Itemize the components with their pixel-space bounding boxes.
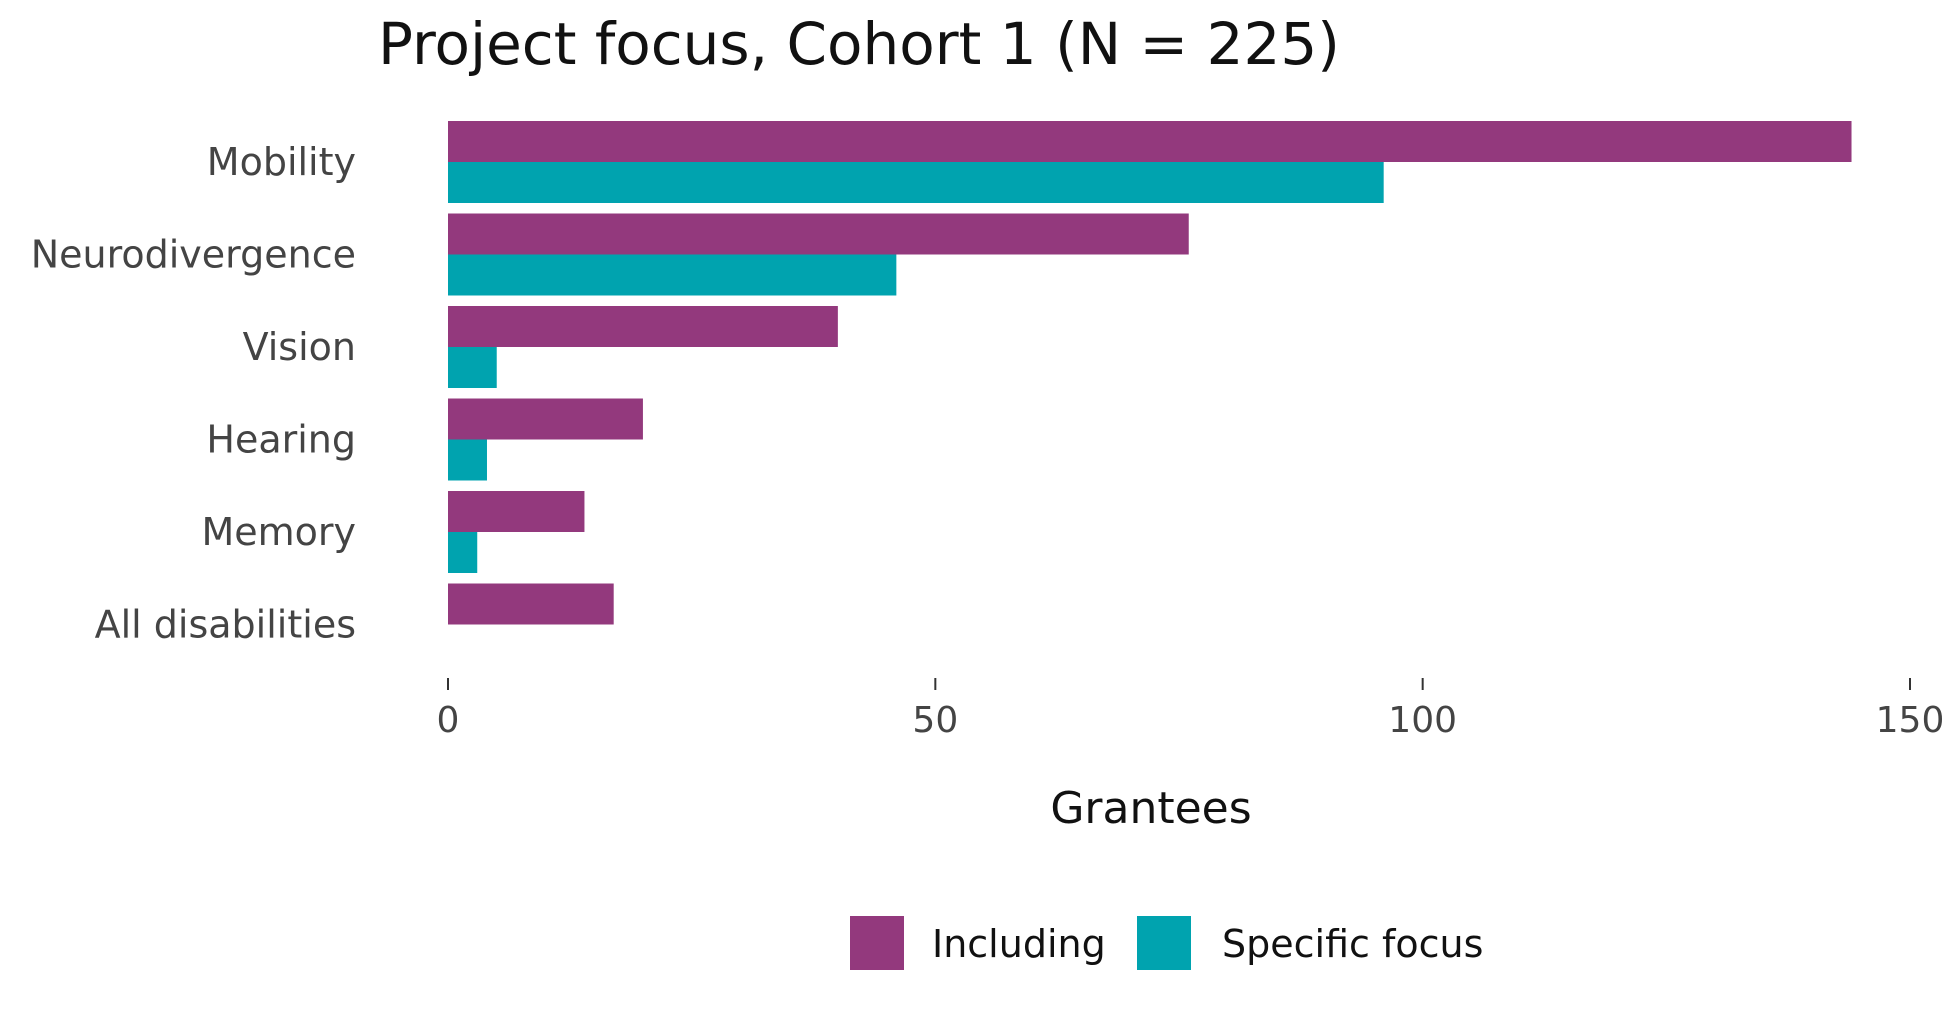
x-tick-label-0: 0 (437, 700, 460, 741)
legend-swatch-including (850, 916, 904, 970)
bar-including-hearing (448, 398, 643, 440)
bar-including-all-disabilities (448, 583, 614, 625)
bar-including-memory (448, 491, 585, 532)
x-tick-label-100: 100 (1388, 700, 1457, 741)
category-label-vision: Vision (243, 325, 356, 369)
bar-specific-focus-neurodivergence (448, 254, 897, 296)
bar-specific-focus-memory (448, 532, 478, 573)
bar-specific-focus-mobility (448, 162, 1384, 203)
x-axis-title: Grantees (1050, 783, 1251, 834)
bar-specific-focus-hearing (448, 439, 487, 481)
x-ticks-layer: 0 50 100 150 (437, 678, 1945, 741)
x-tick-label-50: 50 (912, 700, 958, 741)
category-label-memory: Memory (201, 510, 356, 554)
category-label-hearing: Hearing (206, 418, 356, 462)
bar-including-neurodivergence (448, 213, 1189, 255)
legend-label-including: Including (932, 922, 1106, 966)
legend: Including Specific focus (850, 916, 1483, 970)
x-tick-label-150: 150 (1876, 700, 1945, 741)
bars-layer (448, 121, 1852, 625)
category-labels-layer: Mobility Neurodivergence Vision Hearing Memo… (31, 140, 356, 647)
legend-swatch-specific-focus (1137, 916, 1191, 970)
bar-specific-focus-vision (448, 347, 497, 388)
chart-title: Project focus, Cohort 1 (N = 225) (378, 10, 1340, 78)
bar-including-mobility (448, 121, 1852, 162)
category-label-mobility: Mobility (207, 140, 356, 184)
category-label-all-disabilities: All disabilities (95, 603, 356, 647)
legend-label-specific-focus: Specific focus (1222, 922, 1483, 966)
category-label-neurodivergence: Neurodivergence (31, 233, 356, 277)
bar-including-vision (448, 306, 838, 347)
